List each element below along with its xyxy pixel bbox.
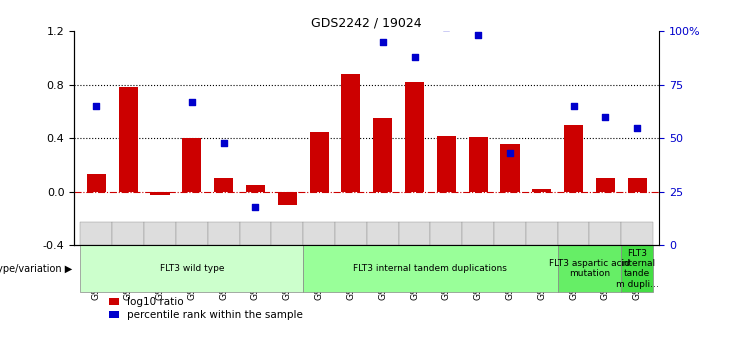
Bar (436, 136, 456, 192)
Title: GDS2242 / 19024: GDS2242 / 19024 (311, 17, 422, 30)
Point (376, 39, 388, 45)
Bar (207, 222, 239, 245)
Bar (113, 222, 144, 245)
Text: FLT3 wild type: FLT3 wild type (159, 264, 224, 273)
Bar (182, 138, 202, 192)
Bar (81, 222, 113, 245)
Point (313, 2, 325, 8)
Bar (596, 178, 615, 192)
Point (472, 32, 484, 38)
Bar (246, 185, 265, 192)
Bar (214, 178, 233, 192)
Bar (81, 245, 303, 292)
Bar (271, 222, 303, 245)
Text: FLT3
internal
tande
m dupli…: FLT3 internal tande m dupli… (616, 248, 659, 289)
Bar (373, 118, 392, 192)
Bar (621, 245, 653, 292)
Point (250, 204, 262, 210)
Bar (303, 222, 335, 245)
Bar (176, 222, 207, 245)
Bar (431, 222, 462, 245)
Point (154, 11, 166, 17)
Point (186, 99, 198, 105)
Bar (621, 222, 653, 245)
Bar (310, 131, 328, 192)
Bar (303, 245, 558, 292)
Point (599, 114, 611, 120)
Bar (278, 192, 297, 205)
Bar (558, 245, 621, 292)
Point (536, 7, 548, 12)
Point (568, 103, 579, 109)
Bar (532, 189, 551, 192)
Bar (150, 192, 170, 195)
Bar (87, 175, 106, 192)
Point (282, 2, 293, 8)
Text: genotype/variation ▶: genotype/variation ▶ (0, 264, 73, 274)
Bar (628, 178, 647, 192)
Point (90, 103, 102, 109)
Point (504, 150, 516, 156)
Bar (526, 222, 558, 245)
Bar (239, 222, 271, 245)
Bar (590, 222, 621, 245)
Bar (367, 222, 399, 245)
Bar (405, 82, 424, 192)
Text: FLT3 internal tandem duplications: FLT3 internal tandem duplications (353, 264, 508, 273)
Bar (335, 222, 367, 245)
Bar (558, 222, 590, 245)
Bar (462, 222, 494, 245)
Bar (500, 144, 519, 192)
Bar (119, 87, 138, 192)
Legend: log10 ratio, percentile rank within the sample: log10 ratio, percentile rank within the … (109, 297, 303, 320)
Bar (468, 137, 488, 192)
Bar (494, 222, 526, 245)
Point (440, 24, 452, 30)
Bar (399, 222, 431, 245)
Bar (144, 222, 176, 245)
Point (218, 140, 230, 145)
Bar (342, 74, 360, 192)
Bar (564, 125, 583, 192)
Point (408, 54, 420, 60)
Point (631, 125, 643, 130)
Text: FLT3 aspartic acid
mutation: FLT3 aspartic acid mutation (549, 259, 630, 278)
